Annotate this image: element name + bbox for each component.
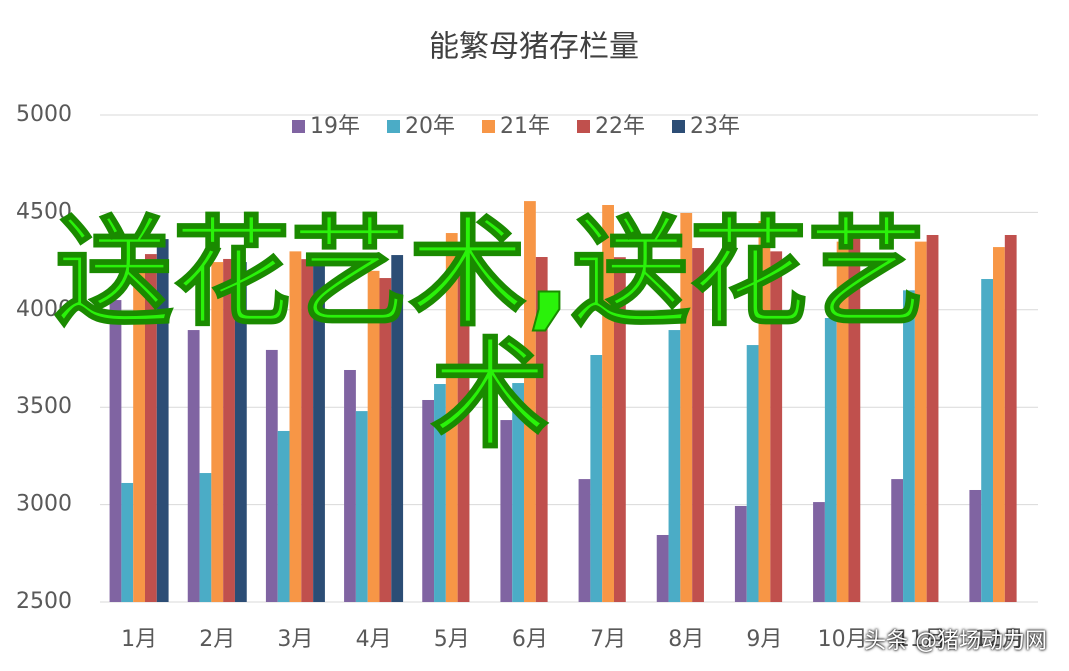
bar (903, 290, 915, 602)
bar (313, 261, 325, 602)
legend-label: 21年 (500, 114, 550, 139)
bar (422, 399, 435, 602)
x-tick-label: 11月 (896, 627, 946, 652)
bar (187, 330, 200, 602)
bar (121, 482, 134, 602)
legend-label: 22年 (595, 114, 645, 139)
bar (535, 257, 548, 602)
overlay-text: 送花艺术,送花艺术 (54, 204, 927, 464)
bar (656, 534, 669, 602)
bar (836, 241, 849, 602)
legend-swatch (292, 120, 305, 133)
bar (981, 279, 994, 602)
bar (914, 241, 927, 602)
bar (734, 505, 747, 602)
bar (524, 201, 536, 602)
bar (133, 270, 145, 602)
x-tick-label: 3月 (277, 627, 313, 652)
bar (445, 233, 458, 602)
bar (1004, 234, 1017, 602)
bar (813, 502, 825, 602)
legend-label: 23年 (690, 114, 740, 139)
bar (578, 479, 591, 602)
bar (692, 248, 704, 602)
bar (434, 384, 446, 602)
bar (367, 270, 380, 602)
bar (993, 247, 1005, 602)
y-tick-label: 4000 (16, 297, 72, 322)
bar (199, 473, 212, 602)
bar (613, 257, 626, 602)
legend-swatch (482, 120, 495, 133)
y-tick-label: 3500 (16, 394, 72, 419)
bar (824, 317, 837, 602)
bar (391, 255, 404, 602)
y-tick-label: 5000 (16, 102, 72, 127)
bar (223, 258, 235, 602)
x-tick-label: 8月 (668, 627, 704, 652)
watermark: 头条 @猪场动力网 (864, 629, 1047, 654)
bar (848, 237, 861, 603)
y-tick-label: 2500 (16, 589, 72, 614)
bar (289, 251, 302, 603)
bar (109, 300, 122, 602)
bar (277, 430, 290, 602)
x-tick-label: 7月 (590, 627, 626, 652)
bar (379, 278, 392, 602)
bar (301, 259, 314, 602)
bar (969, 489, 982, 602)
y-tick-label: 4500 (16, 199, 72, 224)
legend-swatch (387, 120, 400, 133)
bar (512, 383, 525, 602)
bar (602, 204, 614, 602)
x-tick-label: 4月 (356, 627, 392, 652)
bar (668, 330, 681, 602)
legend-label: 19年 (310, 114, 360, 139)
legend-swatch (577, 120, 590, 133)
bar (500, 420, 513, 602)
x-tick-label: 9月 (746, 627, 782, 652)
x-tick-label: 10月 (818, 627, 868, 652)
legend-swatch (672, 120, 685, 133)
y-tick-label: 3000 (16, 492, 72, 517)
legend-label: 20年 (405, 114, 455, 139)
bar (758, 220, 771, 603)
bar (156, 239, 169, 603)
x-tick-label: 1月 (121, 627, 157, 652)
bar (265, 349, 278, 602)
bar (680, 212, 693, 602)
bar (211, 262, 224, 602)
bar (770, 251, 783, 603)
bar (746, 345, 759, 602)
bar (355, 411, 368, 602)
x-tick-label: 5月 (434, 627, 470, 652)
chart-title: 能繁母猪存栏量 (429, 30, 639, 65)
bar (234, 262, 247, 602)
bar (457, 251, 470, 603)
bar (344, 369, 356, 602)
bar (590, 354, 603, 602)
x-tick-label: 6月 (512, 627, 548, 652)
x-tick-label: 12月 (974, 627, 1024, 652)
bar (926, 234, 939, 602)
bar (891, 479, 904, 602)
bar (144, 254, 157, 602)
x-tick-label: 2月 (199, 627, 235, 652)
